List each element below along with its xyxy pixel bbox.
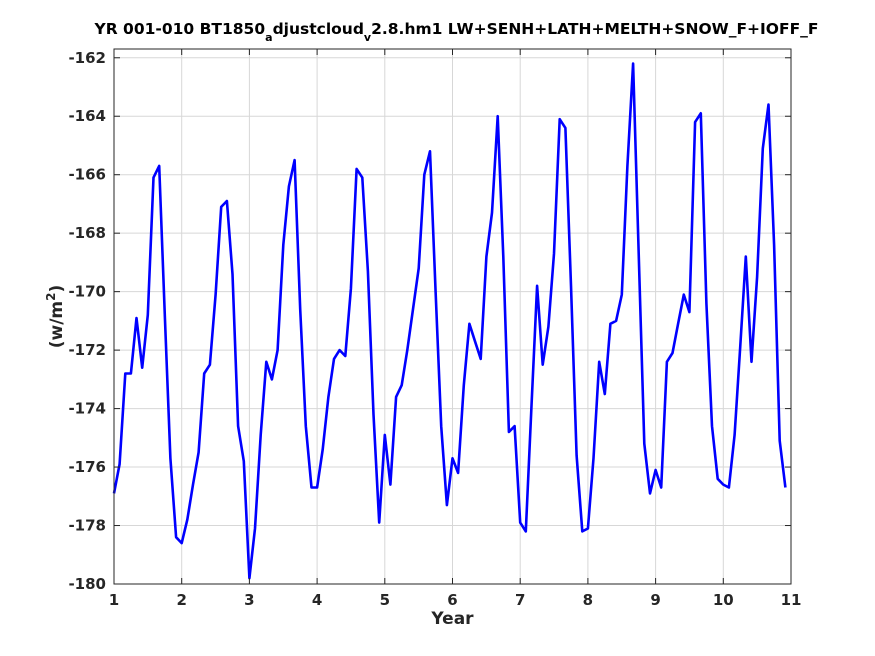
x-tick-label: 4 — [312, 591, 322, 609]
y-tick-label: -162 — [68, 49, 106, 67]
y-axis-label: (w/m2) — [44, 285, 67, 349]
y-label-superscript: 2 — [44, 293, 58, 301]
y-tick-label: -164 — [68, 107, 106, 125]
y-label-suffix: ) — [47, 285, 67, 293]
y-tick-label: -170 — [68, 283, 106, 301]
title-sub-1: a — [265, 31, 272, 44]
x-tick-label: 2 — [176, 591, 186, 609]
y-tick-label: -178 — [68, 517, 106, 535]
axis-ticks: 1 2 3 4 5 6 7 8 9 10 11 -180 -178 -176 -174 -172 -170 -16… — [68, 49, 801, 609]
y-tick-label: -180 — [68, 575, 106, 593]
x-tick-label: 9 — [650, 591, 660, 609]
x-tick-label: 10 — [713, 591, 734, 609]
x-tick-label: 11 — [781, 591, 802, 609]
y-label-prefix: (w/m — [47, 301, 67, 348]
title-prefix: YR 001-010 BT1850 — [94, 20, 266, 38]
x-tick-label: 3 — [244, 591, 254, 609]
y-tick-label: -174 — [68, 400, 106, 418]
title-suffix: 2.8.hm1 LW+SENH+LATH+MELTH+SNOW_F+IOFF_F — [371, 20, 818, 38]
y-tick-label: -172 — [68, 341, 106, 359]
x-axis-label: Year — [430, 609, 474, 629]
title-sub-2: v — [364, 31, 372, 44]
title-mid: djustcloud — [273, 20, 364, 38]
x-tick-label: 5 — [380, 591, 390, 609]
y-tick-label: -168 — [68, 224, 106, 242]
x-tick-label: 1 — [109, 591, 119, 609]
y-tick-label: -166 — [68, 166, 106, 184]
x-tick-label: 8 — [583, 591, 593, 609]
x-tick-label: 6 — [447, 591, 457, 609]
chart-title: YR 001-010 BT1850adjustcloudv2.8.hm1 LW+… — [94, 20, 819, 44]
series-line — [112, 62, 787, 580]
x-tick-label: 7 — [515, 591, 525, 609]
y-tick-label: -176 — [68, 458, 106, 476]
